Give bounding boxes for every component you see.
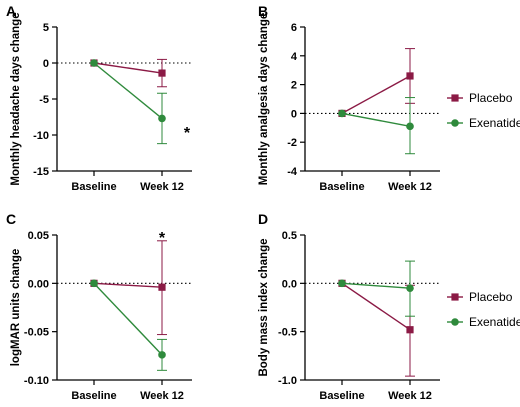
panel-b-y-tick-label: -4 (287, 166, 298, 178)
panel-c-y-tick-label: -0.10 (24, 375, 49, 387)
panel-c-y-axis-title: logMAR units change (10, 249, 22, 367)
panel-a: A 5 0 -5 -10 -15 Baseline Week 12 Monthly headac… (6, 3, 192, 193)
panel-d-y-tick-label: 0.5 (282, 230, 297, 242)
legend-top: Placebo Exenatide (447, 91, 520, 130)
panel-c-y-tick-label: 0.00 (28, 278, 49, 290)
panel-a-letter: A (6, 3, 16, 19)
panel-c-y-tick-label: 0.05 (28, 230, 49, 242)
legend-placebo-label: Placebo (469, 91, 513, 105)
panel-a-series-exenatide (90, 59, 167, 145)
legend-bottom: Placebo Exenatide (447, 290, 520, 329)
panel-a-y-tick-label: -15 (33, 166, 49, 178)
legend-placebo-marker (451, 94, 459, 102)
panel-d-x-tick-label: Baseline (319, 390, 364, 402)
panel-a-series-placebo (90, 58, 167, 88)
panel-a-y-tick-label: 0 (43, 58, 49, 70)
panel-b-placebo-point (406, 72, 414, 80)
panel-d-exenatide-point (406, 284, 414, 292)
panel-b-y-tick-label: 6 (291, 22, 297, 34)
panel-b-placebo-line (341, 75, 411, 115)
panel-d: D 0.5 0.0 -0.5 -1.0 Baseline Week 12 Body mass … (258, 211, 440, 402)
panel-c-y-tick-label: -0.05 (24, 327, 49, 339)
panel-d-letter: D (258, 211, 268, 227)
panel-b-x-tick-label: Week 12 (388, 181, 432, 193)
panel-a-exenatide-point (90, 59, 98, 67)
legend-exenatide-marker (451, 318, 459, 326)
panel-b-y-tick-label: 0 (291, 108, 297, 120)
panel-c-exenatide-point (158, 351, 166, 359)
panel-c-exenatide-line (93, 282, 163, 356)
panel-d-placebo-point (406, 326, 414, 334)
panel-c-series-exenatide (90, 279, 167, 371)
panel-a-x-tick-label: Baseline (71, 181, 116, 193)
panel-d-placebo-line (341, 282, 411, 331)
panel-c-placebo-line (93, 282, 163, 288)
panel-d-y-tick-label: -1.0 (278, 375, 297, 387)
panel-a-y-tick-label: -5 (39, 94, 49, 106)
legend-exenatide-label: Exenatide (469, 315, 520, 329)
panel-d-y-tick-label: -0.5 (278, 327, 297, 339)
panel-d-exenatide-line (341, 282, 411, 289)
panel-b: B 6 4 2 0 -2 -4 Baseline Week 12 Monthly analgesi… (258, 3, 440, 193)
panel-b-exenatide-point (406, 122, 414, 131)
panel-b-exenatide-point (338, 109, 346, 118)
panel-c-x-tick-label: Week 12 (140, 390, 184, 402)
legend-exenatide-label: Exenatide (469, 116, 520, 130)
panel-b-exenatide-line (341, 112, 411, 128)
panel-c-x-tick-label: Baseline (71, 390, 116, 402)
panel-d-y-tick-label: 0.0 (282, 278, 297, 290)
panel-b-y-axis-title: Monthly analgesia days change (258, 13, 270, 186)
panel-d-series-exenatide (338, 260, 415, 317)
panel-a-y-tick-label: -10 (33, 130, 49, 142)
panel-c-significance-annotation: * (159, 230, 166, 247)
panel-b-y-tick-label: 4 (291, 51, 298, 63)
panel-d-series-placebo (338, 279, 415, 377)
panel-d-exenatide-point (338, 279, 346, 288)
panel-a-placebo-point (158, 69, 166, 77)
panel-b-y-tick-label: 2 (291, 80, 297, 92)
panel-b-series-exenatide (338, 97, 415, 155)
legend-placebo-label: Placebo (469, 290, 513, 304)
panel-c: C 0.05 0.00 -0.05 -0.10 Baseline Week 12 logMAR… (6, 211, 192, 402)
panel-b-x-tick-label: Baseline (319, 181, 364, 193)
panel-a-exenatide-line (93, 62, 163, 119)
legend-exenatide-marker (451, 119, 459, 127)
panel-b-series-placebo (338, 48, 415, 117)
panel-d-y-axis-title: Body mass index change (258, 238, 270, 376)
panel-a-exenatide-point (158, 114, 166, 123)
panel-b-y-tick-label: -2 (287, 137, 297, 149)
panel-a-x-tick-label: Week 12 (140, 181, 184, 193)
panel-a-significance-annotation: * (184, 125, 191, 142)
panel-c-exenatide-point (90, 279, 98, 288)
panel-d-x-tick-label: Week 12 (388, 390, 432, 402)
panel-c-letter: C (6, 211, 16, 227)
legend-placebo-marker (451, 293, 459, 301)
panel-a-y-tick-label: 5 (43, 22, 49, 34)
panel-a-y-axis-title: Monthly headache days change (10, 12, 22, 185)
panel-c-placebo-point (158, 283, 166, 291)
panel-b-letter: B (258, 3, 268, 19)
panel-a-placebo-line (93, 62, 163, 74)
